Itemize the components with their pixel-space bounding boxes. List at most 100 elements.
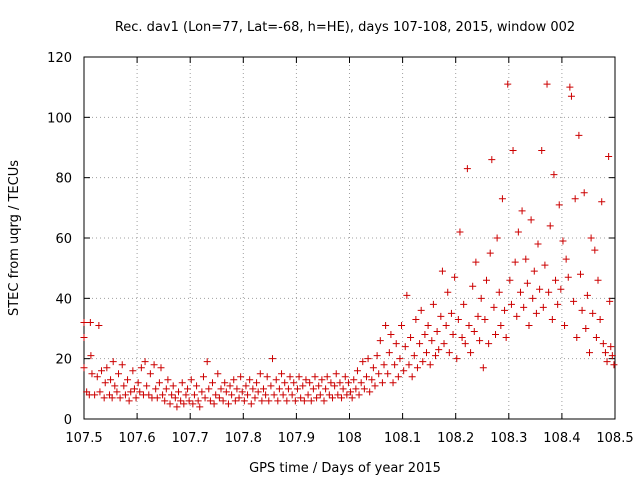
- data-point: [159, 391, 167, 399]
- data-point: [293, 385, 301, 393]
- data-point: [591, 246, 599, 254]
- x-tick-label: 108.3: [490, 431, 527, 446]
- data-point: [175, 388, 183, 396]
- data-point: [244, 391, 252, 399]
- data-point: [203, 358, 211, 366]
- data-point: [288, 391, 296, 399]
- data-point: [101, 379, 109, 387]
- x-tick-label: 107.5: [65, 431, 102, 446]
- data-point: [477, 294, 485, 302]
- data-point: [130, 385, 138, 393]
- data-point: [417, 306, 425, 314]
- data-point: [458, 334, 466, 342]
- data-point: [209, 379, 217, 387]
- data-point: [513, 312, 521, 320]
- data-point: [412, 315, 420, 323]
- data-point: [269, 355, 277, 363]
- data-point: [129, 367, 137, 375]
- data-point: [476, 337, 484, 345]
- data-point: [543, 80, 551, 88]
- y-tick-label: 100: [47, 111, 72, 126]
- data-point: [98, 367, 106, 375]
- data-point: [153, 394, 161, 402]
- data-point: [95, 321, 103, 329]
- data-point: [307, 397, 315, 405]
- data-point: [502, 334, 510, 342]
- y-tick-label: 80: [55, 172, 72, 187]
- x-tick-label: 108.5: [596, 431, 633, 446]
- data-point: [338, 394, 346, 402]
- data-point: [201, 394, 209, 402]
- data-point: [481, 315, 489, 323]
- data-point: [438, 267, 446, 275]
- data-points: [80, 80, 618, 411]
- data-point: [173, 403, 181, 411]
- data-point: [607, 343, 615, 351]
- data-point: [559, 237, 567, 245]
- data-point: [461, 340, 469, 348]
- data-point: [169, 382, 177, 390]
- data-point: [166, 400, 174, 408]
- data-point: [589, 309, 597, 317]
- data-point: [233, 385, 241, 393]
- data-point: [564, 273, 572, 281]
- data-point: [196, 403, 204, 411]
- data-point: [309, 385, 317, 393]
- x-tick-label: 107.9: [278, 431, 315, 446]
- data-point: [185, 397, 193, 405]
- data-point: [538, 147, 546, 155]
- data-point: [274, 397, 282, 405]
- data-point: [353, 367, 361, 375]
- data-point: [571, 195, 579, 203]
- data-point: [534, 240, 542, 248]
- data-point: [145, 391, 153, 399]
- data-point: [111, 382, 119, 390]
- y-tick-label: 60: [55, 232, 72, 247]
- data-point: [230, 376, 238, 384]
- data-point: [311, 373, 319, 381]
- data-point: [86, 318, 94, 326]
- data-point: [115, 370, 123, 378]
- data-point: [497, 321, 505, 329]
- data-point: [368, 376, 376, 384]
- data-point: [506, 276, 514, 284]
- data-point: [555, 201, 563, 209]
- data-point: [583, 291, 591, 299]
- data-point: [199, 373, 207, 381]
- data-point: [155, 379, 163, 387]
- data-point: [242, 382, 250, 390]
- x-axis-label: GPS time / Days of year 2015: [249, 461, 441, 476]
- data-point: [548, 315, 556, 323]
- data-point: [87, 352, 95, 360]
- data-point: [444, 288, 452, 296]
- x-tick-label: 107.8: [225, 431, 262, 446]
- data-point: [275, 385, 283, 393]
- data-point: [460, 300, 468, 308]
- data-point: [529, 294, 537, 302]
- grid-lines: [84, 57, 615, 419]
- data-point: [141, 358, 149, 366]
- data-point: [246, 376, 254, 384]
- data-point: [469, 282, 477, 290]
- data-point: [240, 397, 248, 405]
- data-point: [332, 370, 340, 378]
- data-point: [279, 391, 287, 399]
- chart-title: Rec. dav1 (Lon=77, Lat=-68, h=HE), days …: [115, 20, 575, 35]
- data-point: [219, 397, 227, 405]
- data-point: [290, 379, 298, 387]
- data-point: [382, 321, 390, 329]
- data-point: [343, 391, 351, 399]
- data-point: [146, 370, 154, 378]
- data-point: [490, 303, 498, 311]
- data-point: [103, 364, 111, 372]
- data-point: [162, 385, 170, 393]
- data-point: [237, 373, 245, 381]
- data-point: [108, 394, 116, 402]
- data-point: [410, 352, 418, 360]
- data-point: [472, 258, 480, 266]
- data-point: [603, 358, 611, 366]
- data-point: [222, 388, 230, 396]
- data-point: [482, 276, 490, 284]
- data-point: [270, 391, 278, 399]
- data-point: [127, 388, 135, 396]
